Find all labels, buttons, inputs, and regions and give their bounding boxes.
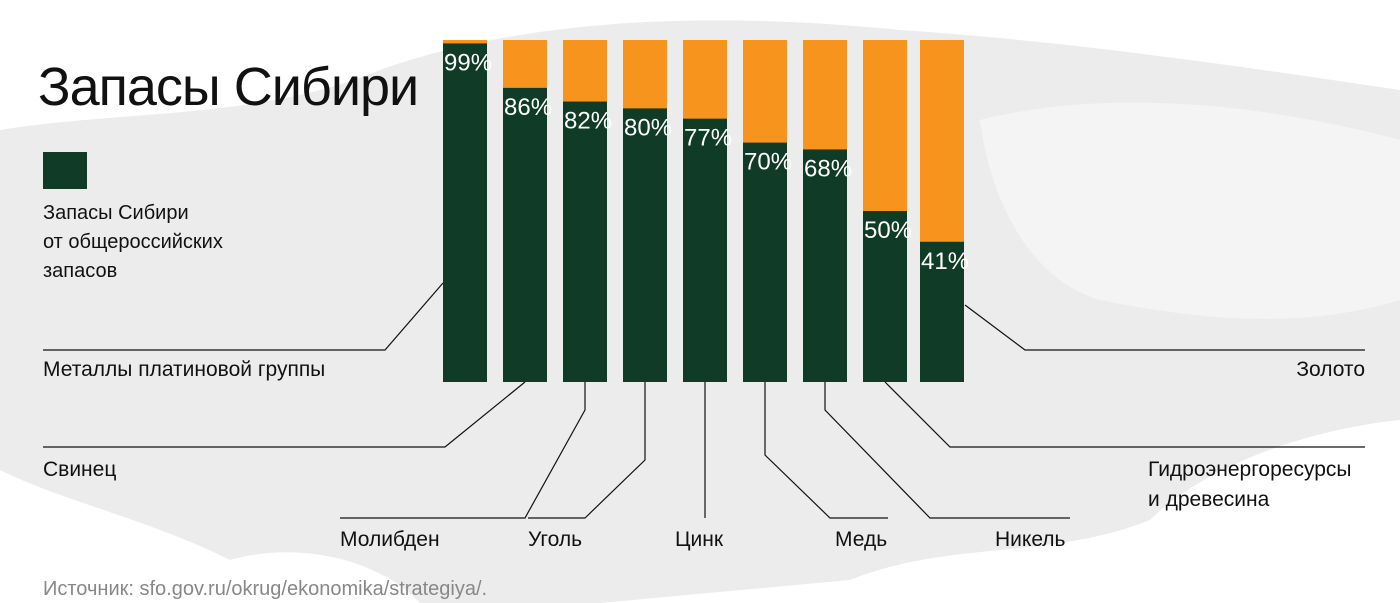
data-label: 50% xyxy=(864,217,912,244)
bar xyxy=(623,108,667,383)
category-label: Металлы платиновой группы xyxy=(43,358,326,381)
category-label: Свинец xyxy=(43,458,117,481)
source-note: Источник: sfo.gov.ru/okrug/ekonomika/str… xyxy=(43,578,488,600)
map-highlight xyxy=(980,102,1400,319)
category-label: Уголь xyxy=(528,528,583,551)
bar xyxy=(803,149,847,382)
bar xyxy=(920,241,964,382)
data-label: 80% xyxy=(624,114,672,141)
legend-swatch xyxy=(43,152,87,189)
data-label: 70% xyxy=(744,149,792,176)
bar xyxy=(443,43,487,383)
data-label: 99% xyxy=(444,49,492,76)
chart-title: Запасы Сибири xyxy=(38,57,419,117)
category-label: Гидроэнергоресурсы и древесина xyxy=(1148,458,1352,511)
category-label: Молибден xyxy=(340,528,440,551)
data-label: 41% xyxy=(921,248,969,275)
data-label: 77% xyxy=(684,125,732,152)
legend-label: Запасы Сибири от общероссийских запасов xyxy=(43,202,223,282)
leader-lines xyxy=(43,282,1365,519)
category-label: Золото xyxy=(1296,358,1365,381)
bar xyxy=(743,142,787,382)
bar xyxy=(563,101,607,382)
bar xyxy=(683,118,727,382)
bar xyxy=(863,211,907,382)
category-label: Медь xyxy=(835,528,888,551)
category-label: Цинк xyxy=(675,528,724,551)
data-label: 86% xyxy=(504,94,552,121)
data-label: 82% xyxy=(564,108,612,135)
category-label: Никель xyxy=(995,528,1066,551)
bar xyxy=(503,87,547,382)
data-label: 68% xyxy=(804,155,852,182)
